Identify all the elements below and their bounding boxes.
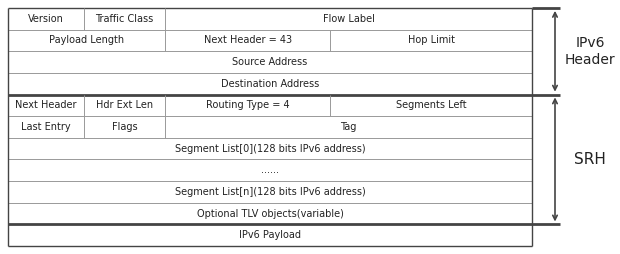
Text: Routing Type = 4: Routing Type = 4 (206, 100, 290, 110)
Text: SRH: SRH (574, 152, 606, 167)
Text: Tag: Tag (340, 122, 356, 132)
Text: Last Entry: Last Entry (21, 122, 71, 132)
Text: Hop Limit: Hop Limit (407, 36, 454, 45)
Text: IPv6 Payload: IPv6 Payload (239, 230, 301, 240)
Text: Traffic Class: Traffic Class (95, 14, 154, 24)
Text: Next Header = 43: Next Header = 43 (203, 36, 292, 45)
Text: Source Address: Source Address (232, 57, 308, 67)
Text: Optional TLV objects(variable): Optional TLV objects(variable) (197, 209, 343, 218)
Text: ......: ...... (261, 165, 279, 175)
Text: Flags: Flags (112, 122, 138, 132)
Text: Payload Length: Payload Length (49, 36, 124, 45)
Text: Segment List[0](128 bits IPv6 address): Segment List[0](128 bits IPv6 address) (175, 144, 365, 154)
Text: Segment List[n](128 bits IPv6 address): Segment List[n](128 bits IPv6 address) (175, 187, 365, 197)
Text: Segments Left: Segments Left (396, 100, 466, 110)
Text: Flow Label: Flow Label (322, 14, 374, 24)
Text: IPv6
Header: IPv6 Header (565, 36, 615, 67)
Text: Destination Address: Destination Address (221, 79, 319, 89)
Text: Next Header: Next Header (16, 100, 77, 110)
Text: Version: Version (28, 14, 64, 24)
Text: Hdr Ext Len: Hdr Ext Len (96, 100, 153, 110)
